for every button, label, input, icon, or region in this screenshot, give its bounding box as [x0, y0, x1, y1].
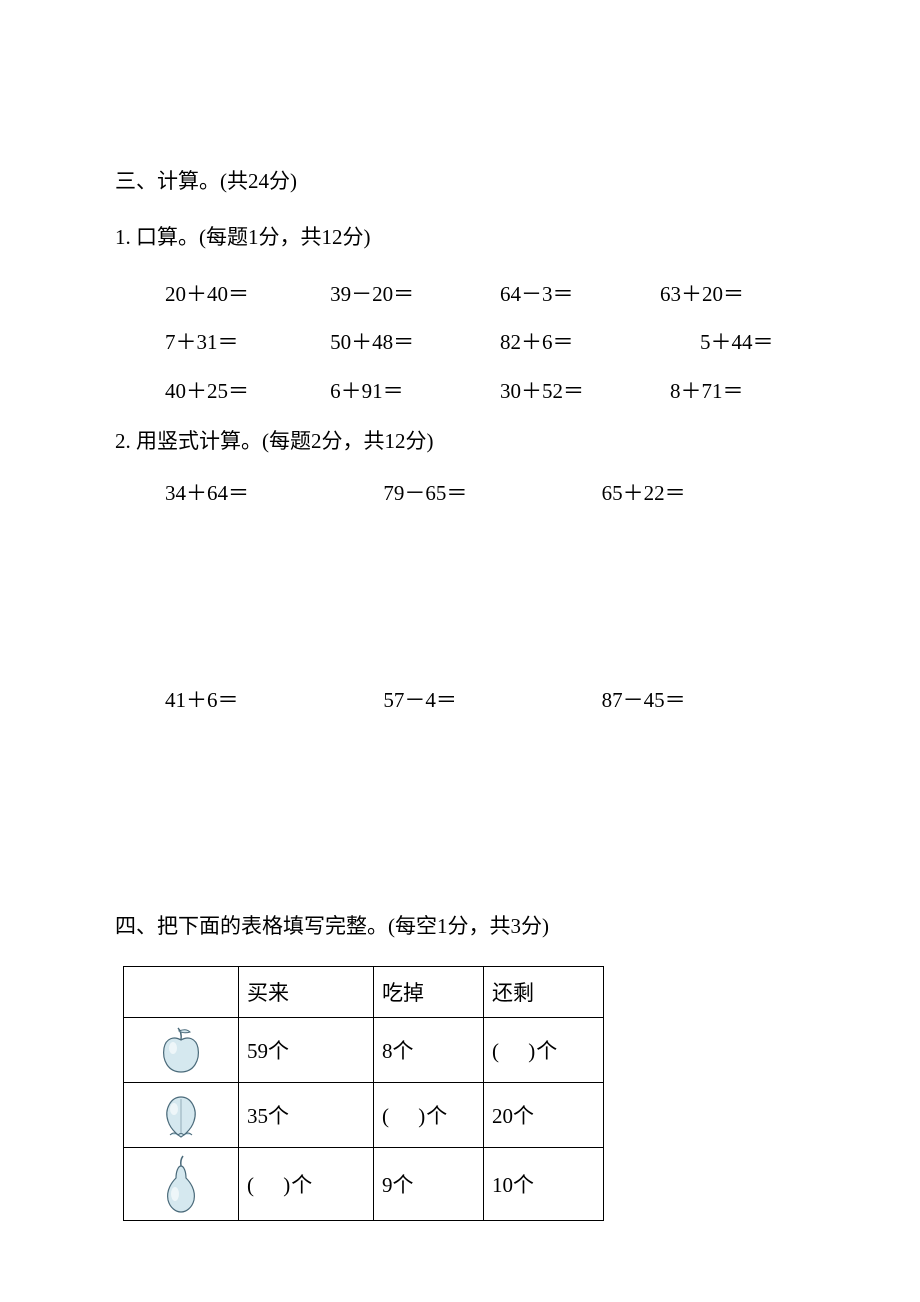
- math-problem: 41＋6＝: [165, 682, 383, 720]
- pear-icon: [156, 1152, 206, 1216]
- table-row: 59个 8个 ( )个: [124, 1017, 604, 1082]
- math-problem: 63＋20＝: [660, 270, 820, 318]
- math-problem: 34＋64＝: [165, 475, 383, 513]
- table-header-cell: 还剩: [484, 966, 604, 1017]
- table-cell: 10个: [484, 1147, 604, 1220]
- table-cell: 59个: [239, 1017, 374, 1082]
- section-4: 四、把下面的表格填写完整。(每空1分，共3分) 买来 吃掉 还剩 59个 8个 …: [115, 910, 820, 1221]
- table-header-row: 买来 吃掉 还剩: [124, 966, 604, 1017]
- table-row: 35个 ( )个 20个: [124, 1082, 604, 1147]
- math-problem: 30＋52＝: [500, 367, 660, 415]
- table-cell: 8个: [374, 1017, 484, 1082]
- table-cell-blank: ( )个: [239, 1147, 374, 1220]
- peach-icon: [156, 1087, 206, 1143]
- math-problem: 82＋6＝: [500, 318, 660, 366]
- table-header-cell: 买来: [239, 966, 374, 1017]
- table-cell: 20个: [484, 1082, 604, 1147]
- section3-heading: 三、计算。(共24分): [115, 165, 820, 199]
- section3-part2-heading: 2. 用竖式计算。(每题2分，共12分): [115, 425, 820, 459]
- section4-heading: 四、把下面的表格填写完整。(每空1分，共3分): [115, 910, 820, 944]
- fruit-icon-cell: [124, 1147, 239, 1220]
- table-cell: 35个: [239, 1082, 374, 1147]
- math-problem: 7＋31＝: [165, 318, 330, 366]
- table-cell-blank: ( )个: [484, 1017, 604, 1082]
- math-problem: 87－45＝: [602, 682, 820, 720]
- table-row: ( )个 9个 10个: [124, 1147, 604, 1220]
- table-cell: 9个: [374, 1147, 484, 1220]
- table-cell-blank: ( )个: [374, 1082, 484, 1147]
- table-header-cell: [124, 966, 239, 1017]
- mental-math-row: 7＋31＝ 50＋48＝ 82＋6＝ 5＋44＝: [115, 318, 820, 366]
- apple-icon: [156, 1022, 206, 1078]
- vertical-math-row: 34＋64＝ 79－65＝ 65＋22＝: [115, 475, 820, 513]
- math-problem: 5＋44＝: [660, 318, 820, 366]
- math-problem: 40＋25＝: [165, 367, 330, 415]
- vertical-math-row: 41＋6＝ 57－4＝ 87－45＝: [115, 682, 820, 720]
- fruit-icon-cell: [124, 1017, 239, 1082]
- math-problem: 8＋71＝: [660, 367, 820, 415]
- fruit-table: 买来 吃掉 还剩 59个 8个 ( )个: [123, 966, 604, 1221]
- math-problem: 50＋48＝: [330, 318, 500, 366]
- math-problem: 65＋22＝: [602, 475, 820, 513]
- section3-part1-heading: 1. 口算。(每题1分，共12分): [115, 221, 820, 255]
- math-problem: 64－3＝: [500, 270, 660, 318]
- math-problem: 6＋91＝: [330, 367, 500, 415]
- section-3: 三、计算。(共24分) 1. 口算。(每题1分，共12分) 20＋40＝ 39－…: [115, 165, 820, 720]
- math-problem: 57－4＝: [383, 682, 601, 720]
- math-problem: 79－65＝: [383, 475, 601, 513]
- mental-math-row: 20＋40＝ 39－20＝ 64－3＝ 63＋20＝: [115, 270, 820, 318]
- fruit-icon-cell: [124, 1082, 239, 1147]
- mental-math-row: 40＋25＝ 6＋91＝ 30＋52＝ 8＋71＝: [115, 367, 820, 415]
- math-problem: 20＋40＝: [165, 270, 330, 318]
- table-header-cell: 吃掉: [374, 966, 484, 1017]
- math-problem: 39－20＝: [330, 270, 500, 318]
